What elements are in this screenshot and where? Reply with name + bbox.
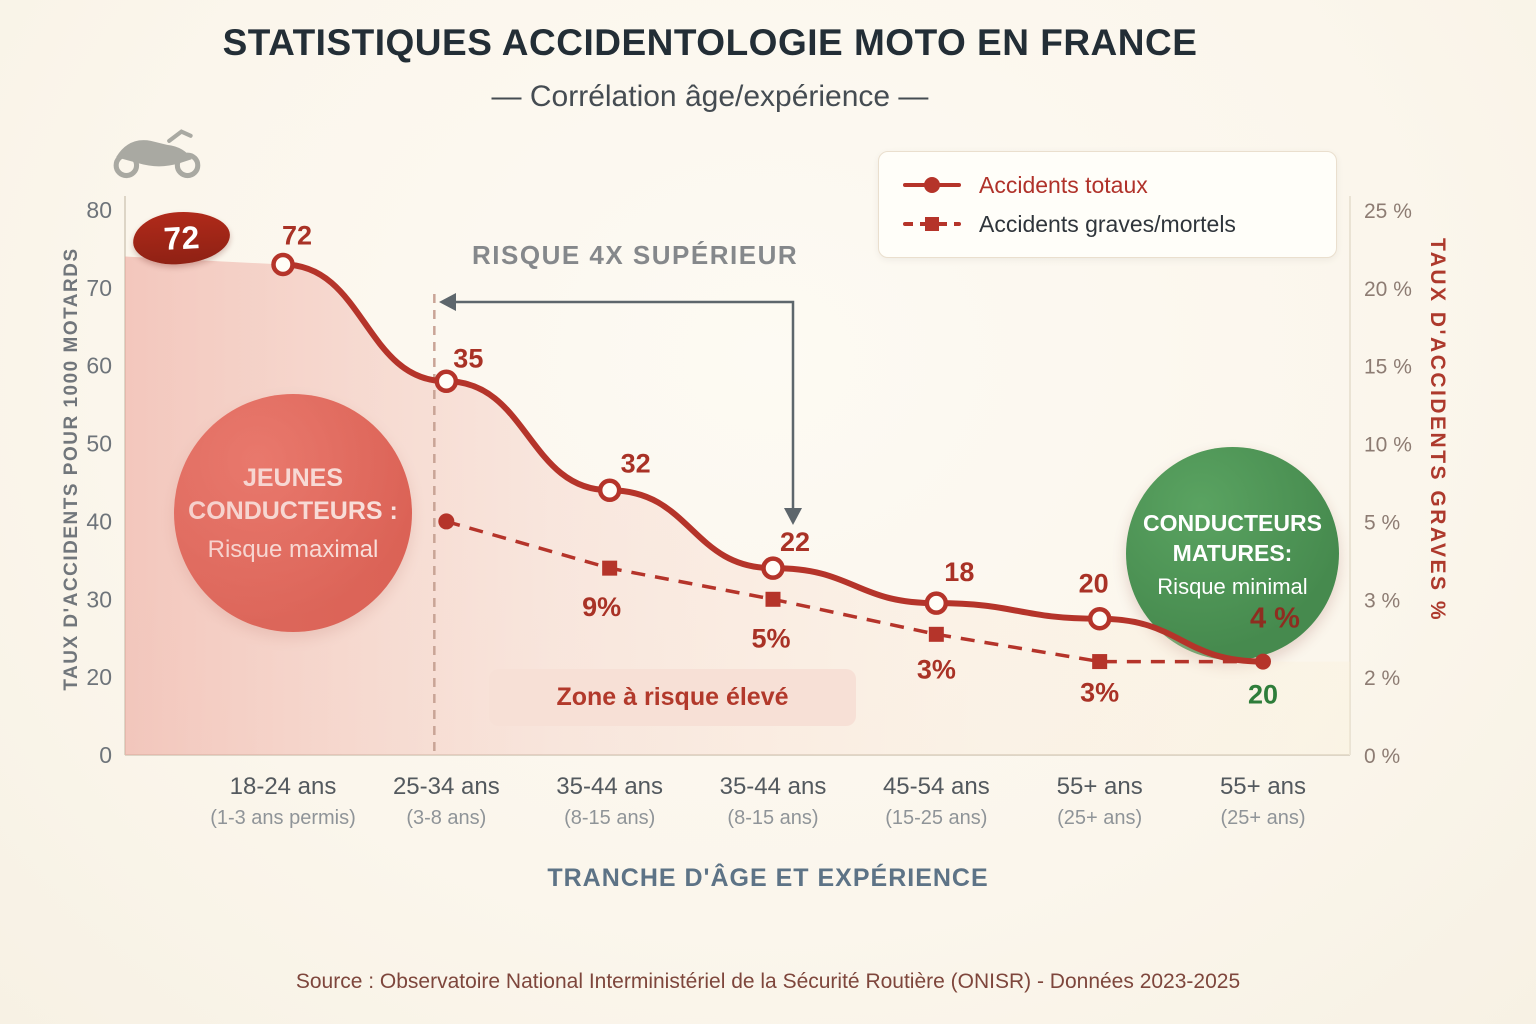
serious-point-label: 3% <box>917 654 956 684</box>
total-point-label: 72 <box>282 220 312 250</box>
x-category-sublabel: (8-15 ans) <box>564 807 655 829</box>
x-category-label: 45-54 ans <box>883 773 990 800</box>
serious-marker-square <box>1092 654 1108 670</box>
serious-marker-square <box>602 560 618 576</box>
x-category-sublabel: (25+ ans) <box>1220 807 1305 829</box>
legend-item-serious: Accidents graves/mortels <box>903 211 1336 238</box>
solid-line-swatch-icon <box>903 177 961 193</box>
dashed-line-swatch-icon <box>903 217 961 231</box>
total-point-label: 18 <box>944 557 974 587</box>
page-title: STATISTIQUES ACCIDENTOLOGIE MOTO EN FRAN… <box>222 22 1198 63</box>
motorcycle-icon <box>113 129 201 179</box>
y-right-tick-label: 25 % <box>1364 200 1412 223</box>
square-marker-icon <box>925 217 939 231</box>
series-line-serious <box>445 519 1263 664</box>
y-left-tick-label: 0 <box>99 742 112 768</box>
total-marker-circle <box>271 252 295 277</box>
total-point-label: 35 <box>453 343 483 373</box>
total-point-label: 22 <box>780 527 810 557</box>
total-marker-circle <box>434 369 459 394</box>
y-left-tick-label: 30 <box>86 586 112 612</box>
page-subtitle: — Corrélation âge/expérience — <box>491 80 929 113</box>
mature-drivers-line2: MATURES: <box>1172 539 1293 566</box>
mature-drivers-line1: CONDUCTEURS <box>1143 509 1322 536</box>
y-left-tick-label: 70 <box>86 275 112 301</box>
x-category-label: 55+ ans <box>1220 773 1306 800</box>
arrowhead-down-icon <box>784 508 802 525</box>
y-right-tick-label: 5 % <box>1364 511 1400 534</box>
x-axis-title: TRANCHE D'ÂGE ET EXPÉRIENCE <box>547 864 989 892</box>
y-left-tick-label: 60 <box>86 353 112 379</box>
x-category-sublabel: (25+ ans) <box>1057 807 1142 829</box>
y-right-tick-label: 0 % <box>1364 745 1400 768</box>
serious-marker-square <box>765 591 781 607</box>
y-left-tick-label: 50 <box>86 431 112 457</box>
legend-label-total: Accidents totaux <box>979 171 1148 198</box>
y-right-tick-label: 10 % <box>1364 434 1412 457</box>
x-category-label: 35-44 ans <box>720 773 827 800</box>
serious-marker-dot <box>438 513 455 530</box>
x-category-label: 18-24 ans <box>230 773 337 800</box>
serious-marker-square <box>928 626 944 642</box>
x-category-label: 25-34 ans <box>393 773 500 800</box>
y-left-tick-label: 20 <box>86 664 112 690</box>
serious-point-label: 4 % <box>1250 603 1300 635</box>
serious-point-label: 9% <box>582 592 621 622</box>
y-right-tick-label: 20 % <box>1364 278 1412 301</box>
mature-drivers-annotation: CONDUCTEURS MATURES: Risque minimal <box>1126 447 1339 660</box>
y-right-tick-label: 15 % <box>1364 356 1412 379</box>
total-marker-circle <box>761 556 785 580</box>
circle-marker-icon <box>924 177 940 193</box>
x-category-sublabel: (3-8 ans) <box>406 807 486 829</box>
risk-4x-label: RISQUE 4X SUPÉRIEUR <box>472 240 799 270</box>
x-category-sublabel: (8-15 ans) <box>727 807 818 829</box>
risk-arrow <box>452 300 795 512</box>
risk-zone-banner: Zone à risque élevé <box>489 669 856 726</box>
x-category-sublabel: (1-3 ans permis) <box>210 807 356 829</box>
legend-label-serious: Accidents graves/mortels <box>979 210 1236 237</box>
y-left-tick-label: 40 <box>86 508 112 534</box>
legend: Accidents totaux Accidents graves/mortel… <box>878 151 1337 258</box>
source-caption: Source : Observatoire National Intermini… <box>295 970 1241 993</box>
serious-marker-dot <box>1254 653 1271 670</box>
arrowhead-left-icon <box>439 293 456 311</box>
y-left-tick-label: 80 <box>86 197 112 223</box>
x-category-label: 35-44 ans <box>556 773 663 800</box>
y-right-tick-label: 3 % <box>1364 589 1400 612</box>
total-marker-circle <box>1087 606 1112 631</box>
total-point-label: 20 <box>1248 680 1278 710</box>
total-marker-circle <box>597 478 622 503</box>
legend-item-total: Accidents totaux <box>903 172 1336 199</box>
y-right-tick-label: 2 % <box>1364 667 1400 690</box>
x-category-label: 55+ ans <box>1057 773 1143 800</box>
serious-point-label: 3% <box>1080 678 1119 708</box>
serious-point-label: 5% <box>751 623 790 653</box>
y-right-axis-title: TAUX D'ACCIDENTS GRAVES % <box>1426 237 1449 623</box>
x-category-sublabel: (15-25 ans) <box>885 807 987 829</box>
y-left-axis-title: TAUX D'ACCIDENTS POUR 1000 MOTARDS <box>61 247 82 691</box>
mature-drivers-line3: Risque minimal <box>1157 573 1308 599</box>
total-marker-circle <box>924 591 949 615</box>
total-point-label: 32 <box>621 448 651 478</box>
total-point-label: 20 <box>1079 569 1109 599</box>
